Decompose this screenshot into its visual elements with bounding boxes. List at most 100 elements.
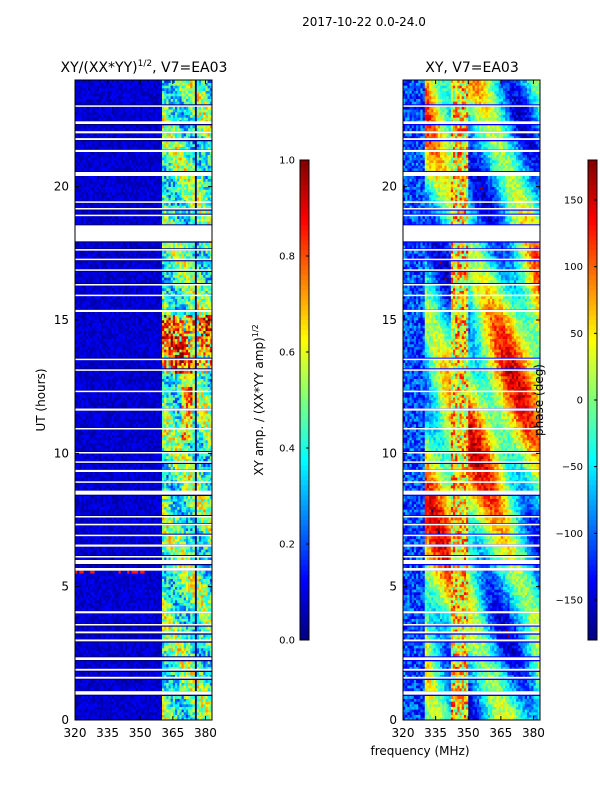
left-heatmap-cell — [144, 714, 148, 718]
left-heatmap-cell — [88, 538, 91, 542]
left-heatmap-cell — [185, 509, 189, 513]
left-heatmap-cell — [190, 576, 193, 579]
left-heatmap-cell — [166, 536, 169, 539]
left-heatmap-cell — [94, 541, 98, 545]
left-heatmap-cell — [190, 509, 193, 513]
left-heatmap-cell — [209, 528, 213, 531]
left-heatmap-cell — [185, 704, 189, 707]
left-heatmap-cell — [157, 618, 161, 622]
left-heatmap-cell — [188, 458, 191, 462]
left-heatmap-cell — [175, 680, 178, 683]
left-heatmap-cell — [77, 485, 80, 489]
left-heatmap-cell — [209, 605, 213, 609]
left-heatmap-cell — [118, 458, 121, 462]
left-heatmap-cell — [155, 621, 158, 625]
left-heatmap-cell — [127, 557, 130, 561]
left-heatmap-cell — [192, 653, 195, 657]
left-heatmap-cell — [92, 586, 95, 590]
left-heatmap-cell — [159, 581, 163, 585]
left-heatmap-cell — [92, 517, 95, 521]
left-heatmap-cell — [179, 602, 182, 606]
left-heatmap-cell — [146, 549, 150, 553]
left-heatmap-cell — [170, 509, 174, 513]
left-heatmap-cell — [92, 525, 95, 529]
left-heatmap-cell — [79, 520, 82, 523]
left-heatmap-cell — [179, 616, 182, 619]
left-heatmap-cell — [83, 445, 87, 449]
left-heatmap-cell — [138, 581, 141, 585]
left-heatmap-cell — [96, 541, 100, 545]
left-heatmap-cell — [155, 645, 158, 649]
left-heatmap-cell — [90, 456, 93, 459]
left-heatmap-cell — [155, 613, 158, 617]
left-heatmap-cell — [161, 682, 165, 686]
left-heatmap-cell — [175, 642, 178, 646]
left-heatmap-cell — [203, 709, 206, 713]
left-heatmap-cell — [161, 581, 165, 585]
left-heatmap-cell — [105, 530, 108, 534]
left-heatmap-cell — [83, 688, 87, 691]
left-heatmap-cell — [111, 506, 115, 510]
left-heatmap-cell — [94, 605, 98, 609]
left-heatmap-cell — [155, 597, 158, 601]
left-heatmap-cell — [90, 701, 93, 705]
left-heatmap-cell — [198, 688, 202, 691]
left-heatmap-cell — [118, 618, 121, 622]
left-heatmap-cell — [133, 538, 137, 542]
left-heatmap-cell — [190, 557, 193, 561]
left-heatmap-cell — [114, 685, 117, 689]
left-heatmap-cell — [142, 573, 145, 577]
left-heatmap-cell — [144, 509, 148, 513]
left-heatmap-cell — [196, 597, 200, 601]
left-heatmap-cell — [155, 616, 158, 619]
left-heatmap-cell — [135, 602, 139, 606]
left-heatmap-cell — [164, 525, 167, 529]
left-heatmap-cell — [190, 565, 193, 569]
left-heatmap-cell — [111, 578, 115, 582]
left-heatmap-cell — [177, 536, 180, 539]
left-heatmap-cell — [85, 685, 89, 689]
left-heatmap-cell — [172, 664, 176, 667]
left-heatmap-cell — [205, 637, 208, 641]
left-heatmap-cell — [159, 701, 163, 705]
left-heatmap-cell — [207, 504, 211, 507]
left-heatmap-cell — [98, 581, 102, 585]
left-heatmap-cell — [166, 541, 169, 545]
left-heatmap-cell — [79, 674, 82, 678]
left-heatmap-cell — [114, 517, 117, 521]
left-heatmap-cell — [177, 709, 180, 713]
left-heatmap-cell — [146, 528, 150, 531]
left-heatmap-cell — [131, 517, 135, 521]
left-heatmap-cell — [103, 680, 106, 683]
left-heatmap-cell — [198, 541, 202, 545]
left-heatmap-cell — [181, 546, 185, 550]
left-heatmap-cell — [118, 701, 121, 705]
left-heatmap-cell — [175, 445, 178, 449]
left-heatmap-cell — [209, 637, 213, 641]
left-heatmap-cell — [107, 482, 111, 486]
left-heatmap-cell — [201, 634, 204, 638]
left-heatmap-cell — [170, 541, 174, 545]
left-heatmap-cell — [185, 570, 189, 574]
left-heatmap-cell — [181, 645, 185, 649]
left-heatmap-cell — [129, 573, 132, 577]
left-heatmap-cell — [161, 674, 165, 678]
left-heatmap-cell — [181, 517, 185, 521]
left-heatmap-cell — [170, 664, 174, 667]
left-heatmap-cell — [181, 504, 185, 507]
left-heatmap-cell — [161, 528, 165, 531]
left-heatmap-cell — [170, 552, 174, 555]
left-heatmap-cell — [88, 674, 91, 678]
left-heatmap-cell — [172, 557, 176, 561]
left-heatmap-cell — [188, 712, 191, 715]
left-heatmap-cell — [101, 605, 104, 609]
left-heatmap-cell — [79, 570, 82, 574]
left-heatmap-cell — [175, 464, 178, 467]
left-heatmap-cell — [172, 645, 176, 649]
left-heatmap-cell — [183, 618, 187, 622]
left-heatmap-cell — [146, 512, 150, 515]
left-heatmap-cell — [79, 608, 82, 611]
left-heatmap-cell — [118, 616, 121, 619]
left-heatmap-cell — [135, 666, 139, 670]
left-heatmap-cell — [135, 570, 139, 574]
